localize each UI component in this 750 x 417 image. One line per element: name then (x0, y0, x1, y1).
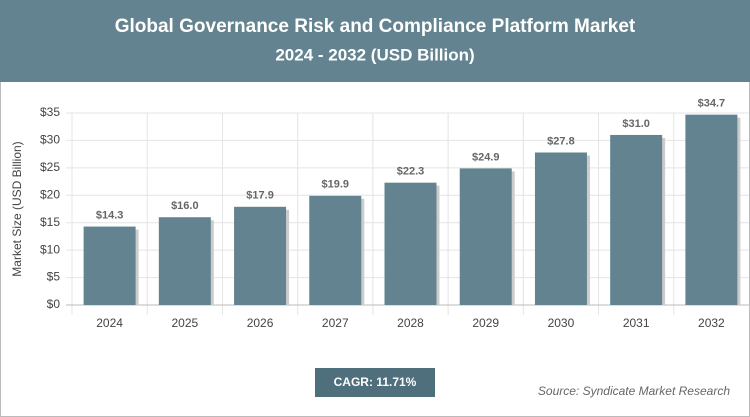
x-tick-label: 2029 (472, 316, 499, 330)
chart-title: Global Governance Risk and Compliance Pl… (115, 16, 636, 37)
bar (610, 134, 663, 305)
x-tick-label: 2028 (397, 316, 424, 330)
x-tick-label: 2026 (247, 316, 274, 330)
y-tick-label: $25 (40, 160, 60, 174)
y-tick-label: $5 (47, 270, 61, 284)
bar (158, 217, 211, 305)
value-label: $31.0 (622, 118, 650, 130)
bar (384, 182, 437, 305)
x-tick-label: 2030 (548, 316, 575, 330)
bar (234, 206, 287, 305)
bar (459, 168, 512, 305)
bar (83, 226, 136, 305)
value-label: $17.9 (246, 190, 274, 202)
bar (685, 114, 738, 305)
value-label: $22.3 (397, 166, 425, 178)
y-tick-label: $30 (40, 133, 60, 147)
value-label: $27.8 (547, 135, 575, 147)
x-tick-label: 2031 (623, 316, 650, 330)
cagr: CAGR: 11.71% (334, 375, 417, 389)
y-tick-label: $0 (47, 297, 61, 311)
header (0, 0, 750, 82)
value-label: $16.0 (171, 200, 199, 212)
source: Source: Syndicate Market Research (538, 384, 730, 398)
y-axis-label: Market Size (USD Billion) (10, 141, 24, 276)
bar (309, 195, 362, 305)
x-tick-label: 2024 (96, 316, 123, 330)
value-label: $14.3 (96, 209, 124, 221)
y-tick-label: $15 (40, 215, 60, 229)
y-tick-label: $20 (40, 187, 60, 201)
y-tick-label: $35 (40, 105, 60, 119)
x-tick-label: 2027 (322, 316, 349, 330)
x-tick-label: 2025 (171, 316, 198, 330)
y-tick-label: $10 (40, 242, 60, 256)
cagr-box (315, 368, 435, 397)
value-label: $19.9 (322, 179, 350, 191)
chart-subtitle: 2024 - 2032 (USD Billion) (275, 45, 474, 64)
value-label: $24.9 (472, 151, 500, 163)
bar (534, 152, 587, 305)
value-label: $34.7 (698, 98, 726, 110)
x-tick-label: 2032 (698, 316, 725, 330)
